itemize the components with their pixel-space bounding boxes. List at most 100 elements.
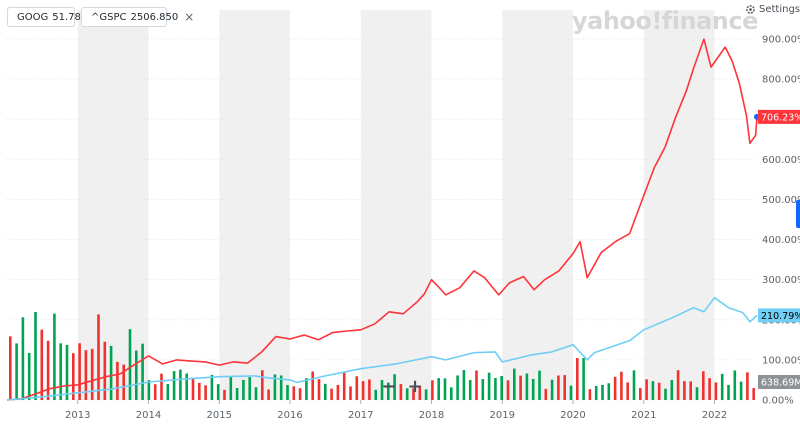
volume-badge: 638.69M <box>761 378 800 389</box>
year-band-2021 <box>643 10 715 400</box>
y-tick-label: 100.00% <box>762 355 800 366</box>
volume-bar <box>513 368 516 400</box>
volume-bar <box>53 313 56 400</box>
volume-bar <box>229 377 233 400</box>
x-tick-label: 2021 <box>631 410 656 421</box>
volume-bar <box>651 381 655 400</box>
year-band-2013 <box>77 10 149 400</box>
volume-bar <box>78 343 81 400</box>
volume-bar <box>475 370 478 400</box>
volume-bar <box>311 371 314 400</box>
volume-bar <box>450 387 453 400</box>
volume-bar <box>122 364 125 400</box>
year-band-2017 <box>360 10 432 400</box>
volume-bar <box>557 375 560 400</box>
volume-bar <box>198 382 201 400</box>
volume-bar <box>273 374 277 400</box>
volume-bar <box>399 384 403 400</box>
volume-bar <box>506 380 510 400</box>
value-badges: 706.23% 210.79% 638.69M <box>754 109 800 389</box>
volume-bar <box>387 382 390 400</box>
y-tick-label: 500.00% <box>762 195 800 206</box>
volume-bar <box>330 388 333 400</box>
year-band-2015 <box>219 10 291 400</box>
volume-bar <box>576 358 579 400</box>
volume-bar <box>487 372 491 400</box>
x-tick-label: 2014 <box>136 410 161 421</box>
volume-bar <box>481 379 485 400</box>
volume-bar <box>462 370 466 400</box>
year-band-2019 <box>502 10 574 400</box>
goog-change-badge: 706.23% <box>761 112 800 123</box>
x-tick-label: 2022 <box>702 410 727 421</box>
legend-chip-gspc[interactable]: ^GSPC 2506.850 × <box>81 7 194 27</box>
volume-bar <box>15 343 18 400</box>
volume-bar <box>46 340 50 400</box>
volume-bar <box>676 370 680 400</box>
series-line-goog[interactable] <box>6 38 758 401</box>
x-tick-label: 2019 <box>490 410 515 421</box>
volume-bar <box>248 377 251 400</box>
volume-bar <box>261 370 264 400</box>
goog-value: 51.780 <box>52 11 88 23</box>
volume-bar <box>153 384 157 400</box>
y-tick-label: 800.00% <box>762 75 800 86</box>
volume-bar <box>626 382 629 400</box>
y-tick-label: 300.00% <box>762 275 800 286</box>
volume-bar <box>235 388 239 400</box>
volume-bar <box>607 383 611 400</box>
volume-bar <box>639 388 642 400</box>
volume-bar <box>544 388 548 400</box>
side-panel-tab[interactable] <box>796 200 800 228</box>
volume-bar <box>292 386 296 400</box>
x-tick-label: 2020 <box>560 410 585 421</box>
x-tick-label: 2015 <box>207 410 232 421</box>
gspc-change-badge: 210.79% <box>761 311 800 322</box>
yahoo-finance-watermark: yahoo!finance <box>572 7 758 35</box>
zoom-out-button[interactable]: − <box>381 376 397 397</box>
volume-bar <box>40 329 44 400</box>
volume-bar <box>431 380 434 400</box>
volume-bar <box>393 374 396 400</box>
settings-button[interactable]: Settings <box>745 4 800 15</box>
remove-comparison-close-icon[interactable]: × <box>184 10 195 24</box>
goog-change-badge-bg <box>758 109 800 124</box>
volume-bar <box>279 375 283 400</box>
volume-bar <box>424 389 428 400</box>
volume-bar <box>538 370 541 400</box>
gspc-symbol: ^GSPC <box>91 11 127 23</box>
series-line-gspc[interactable] <box>6 296 758 401</box>
volume-bar <box>84 350 88 400</box>
volume-bar <box>298 388 302 400</box>
volume-bar <box>437 378 440 400</box>
volume-bar <box>160 373 163 400</box>
gspc-change-badge-bg <box>758 308 800 323</box>
volume-bar <box>500 376 503 400</box>
volume-bar <box>733 370 737 400</box>
volume-bar <box>525 373 529 400</box>
volume-bar <box>172 371 176 400</box>
volume-bar <box>179 369 182 400</box>
gspc-value: 2506.850 <box>130 11 179 23</box>
volume-bar <box>645 379 648 400</box>
volume-bar <box>582 358 585 400</box>
gridlines <box>7 38 757 401</box>
volume-bar <box>702 371 705 400</box>
volume-bar <box>412 388 415 400</box>
volume-bar <box>223 389 226 400</box>
volume-bar <box>695 387 699 400</box>
volume-bar <box>746 372 749 400</box>
volume-bar <box>103 341 107 400</box>
volume-bar <box>349 386 352 400</box>
legend-chip-goog[interactable]: GOOG 51.780 <box>7 7 87 27</box>
volume-bar <box>588 389 592 400</box>
zoom-in-button[interactable]: + <box>407 376 423 397</box>
volume-bar <box>116 361 119 400</box>
y-tick-label: 0.00% <box>762 396 794 407</box>
volume-bar <box>752 388 755 400</box>
volume-bar <box>90 348 94 400</box>
volume-bar <box>242 379 245 400</box>
volume-bar <box>380 380 384 400</box>
volume-bar <box>683 381 686 400</box>
